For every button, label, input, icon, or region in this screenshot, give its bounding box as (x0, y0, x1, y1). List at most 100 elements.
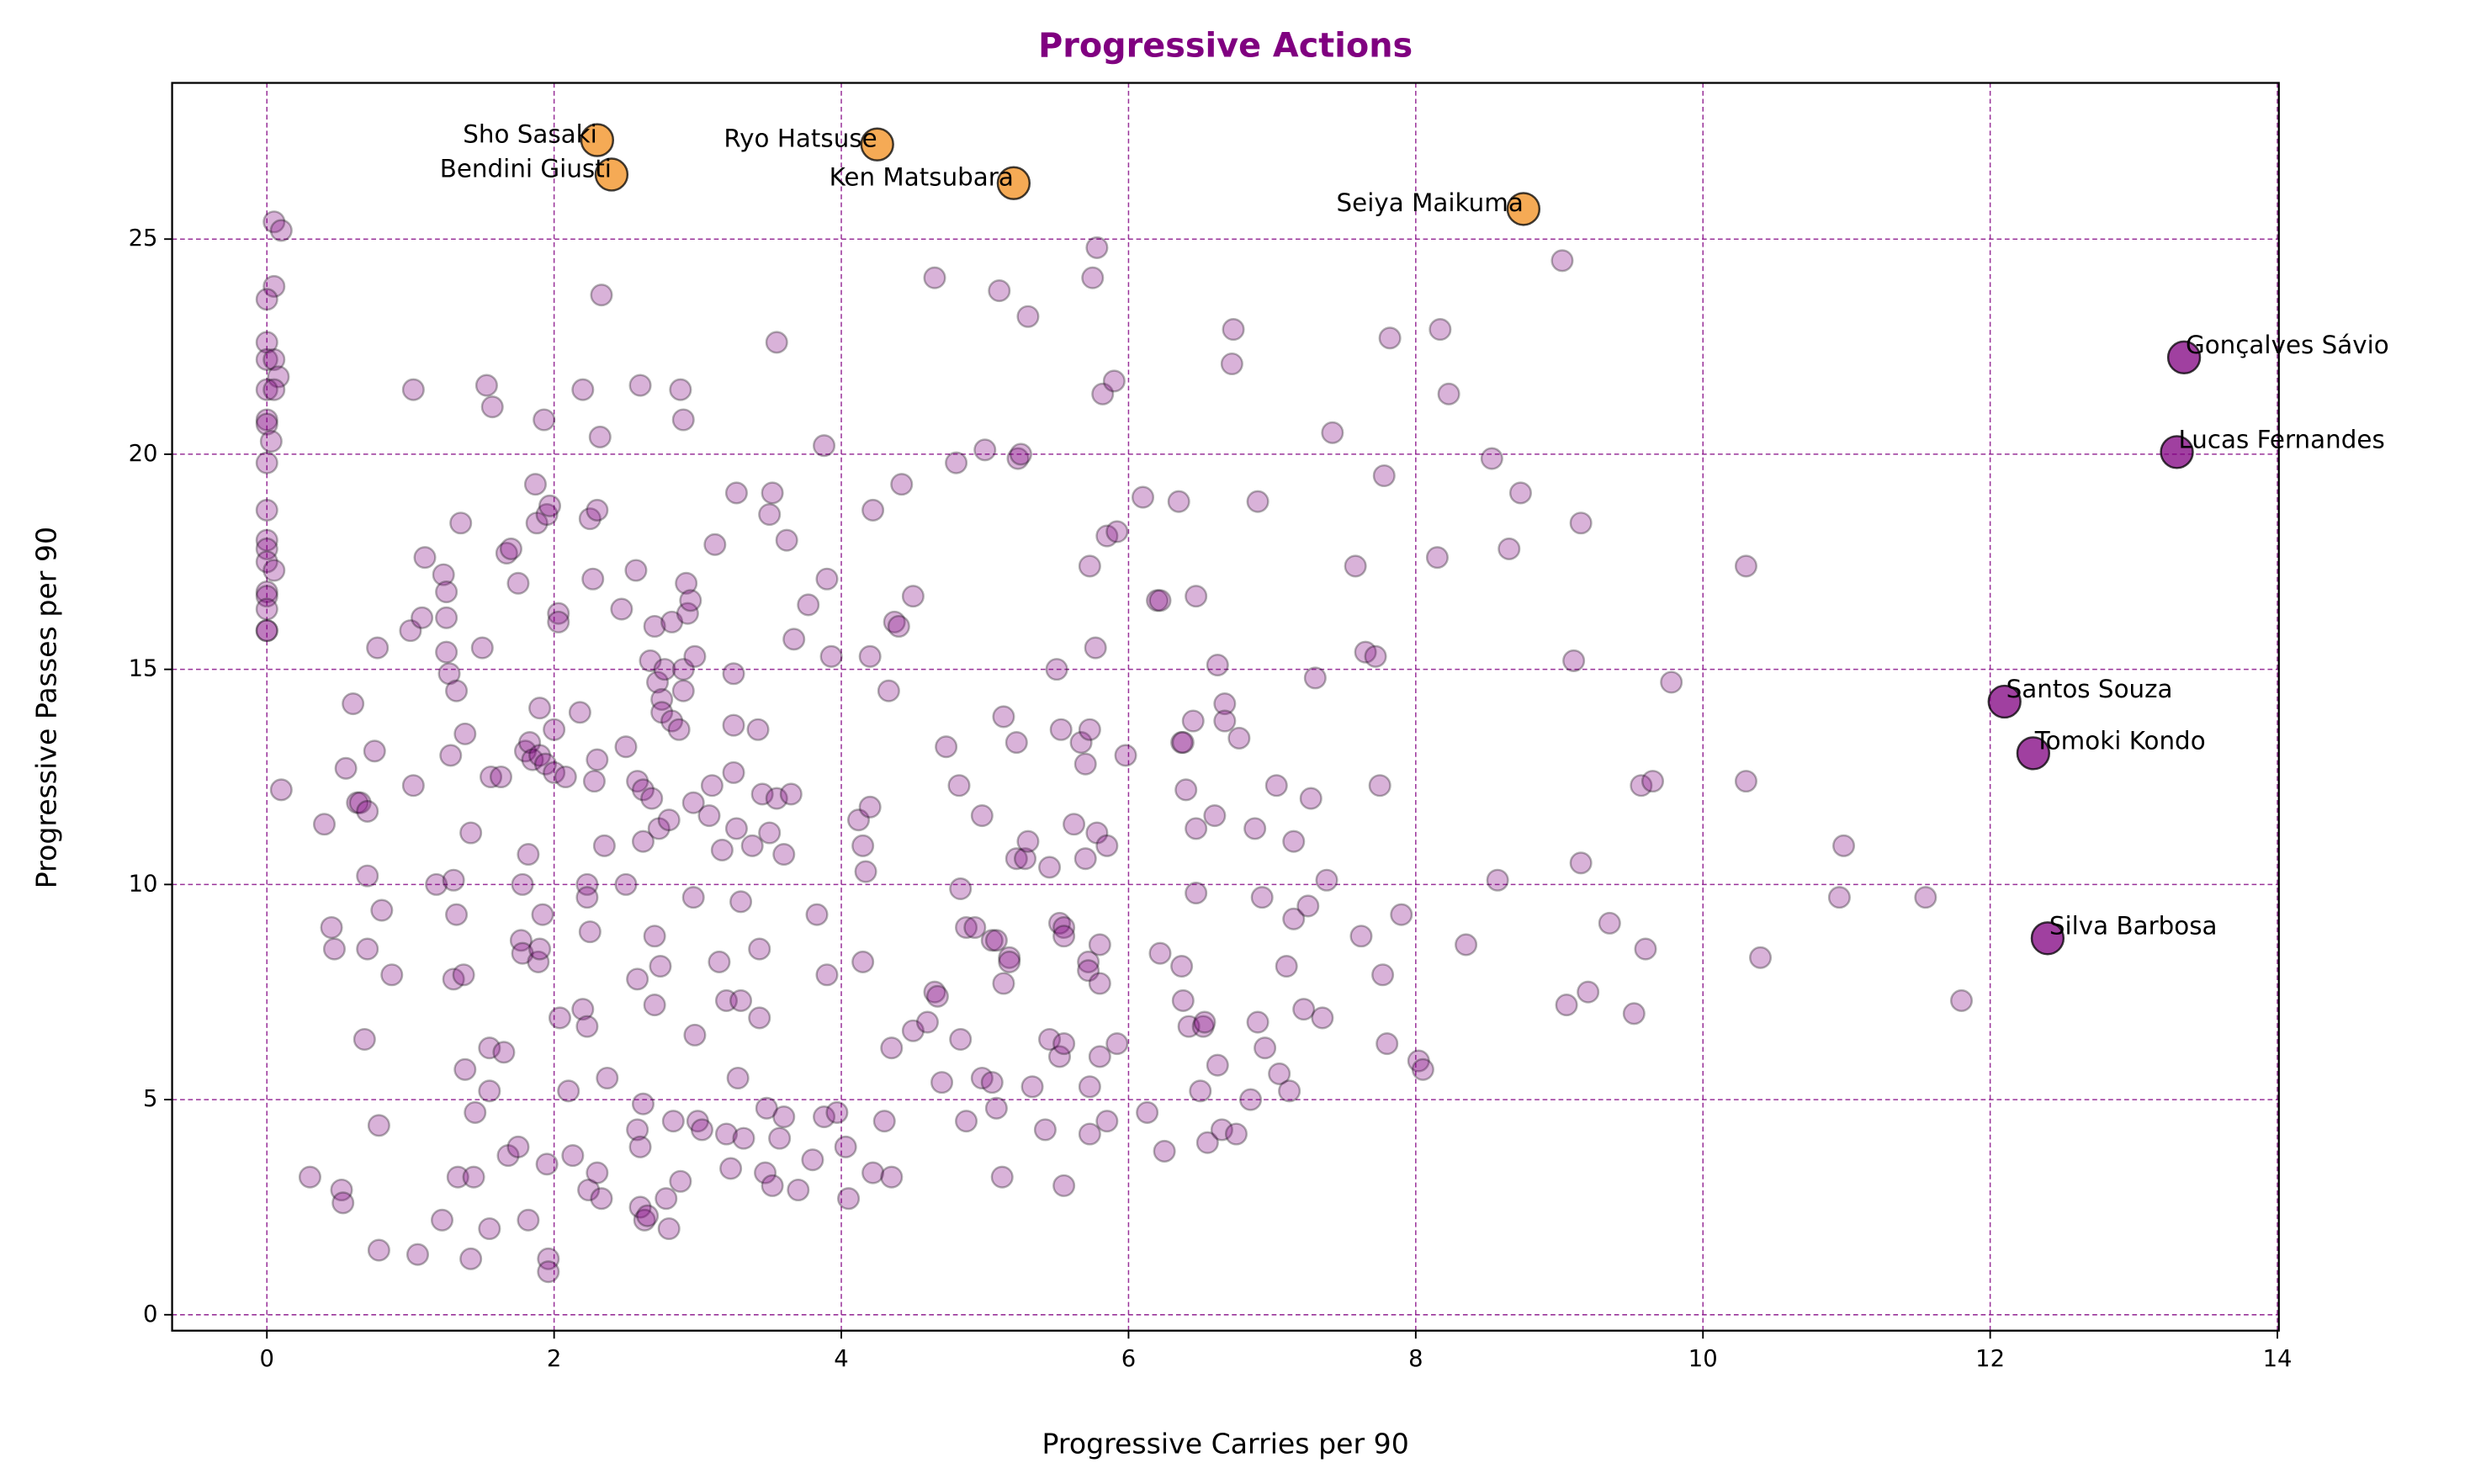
point (1191, 1015, 1215, 1038)
point (575, 886, 599, 909)
point-label: Gonçalves Sávio (2186, 331, 2389, 359)
point (686, 1110, 709, 1133)
point (262, 559, 286, 582)
point (255, 288, 278, 311)
point (1275, 954, 1298, 978)
point (1425, 546, 1449, 570)
point (1748, 946, 1773, 969)
point (1497, 537, 1521, 560)
point (1105, 520, 1129, 543)
point (528, 697, 552, 720)
point (980, 929, 1004, 952)
point (984, 1096, 1008, 1120)
point (660, 709, 684, 733)
point (430, 1208, 454, 1232)
point (1315, 868, 1338, 892)
point (669, 378, 692, 401)
point (1193, 1010, 1216, 1034)
point (590, 1187, 613, 1211)
point (561, 1144, 585, 1168)
point (259, 430, 283, 453)
point (746, 718, 770, 741)
point (1299, 787, 1323, 810)
point (779, 782, 803, 806)
point (586, 1161, 609, 1185)
point (679, 589, 702, 612)
point (643, 614, 666, 639)
point (990, 1165, 1014, 1189)
point (628, 1195, 652, 1219)
point (772, 843, 796, 867)
point (1136, 1100, 1159, 1124)
point (538, 494, 562, 517)
plot-frame (171, 82, 2280, 1332)
point (860, 127, 894, 162)
point (1077, 950, 1100, 973)
point (923, 980, 946, 1004)
point (586, 748, 609, 771)
point (1105, 1032, 1129, 1056)
point (1206, 1053, 1229, 1077)
point (1078, 1075, 1101, 1099)
point (509, 929, 533, 952)
point (724, 817, 748, 840)
point (1246, 490, 1270, 513)
point (1073, 752, 1097, 776)
point (1250, 886, 1274, 909)
point (588, 425, 612, 449)
point (543, 761, 566, 784)
point (1222, 318, 1245, 342)
point (787, 1178, 810, 1202)
point (1562, 649, 1586, 672)
point (255, 585, 278, 608)
y-tick-label: 20 (129, 441, 158, 467)
point (846, 808, 871, 832)
point (1203, 803, 1227, 828)
point (533, 752, 557, 776)
point (1238, 1088, 1263, 1111)
point (1038, 856, 1062, 879)
point (797, 593, 820, 617)
point (557, 1079, 580, 1103)
point (1569, 511, 1593, 535)
point (1004, 847, 1028, 871)
point (1085, 821, 1109, 845)
point (255, 580, 278, 604)
x-tick-label: 10 (1688, 1346, 1718, 1372)
point (1555, 994, 1578, 1017)
point (714, 1122, 739, 1146)
point (1734, 554, 1757, 578)
point (568, 701, 591, 724)
point (1189, 1079, 1212, 1103)
point (1411, 1057, 1434, 1081)
point (813, 434, 836, 458)
point (1278, 1079, 1301, 1103)
point (631, 829, 655, 853)
point (453, 722, 477, 745)
point (614, 735, 638, 759)
point (1227, 726, 1251, 750)
point (1577, 980, 1600, 1004)
point (255, 597, 278, 621)
point (1081, 266, 1105, 289)
point (650, 687, 674, 711)
point (312, 813, 337, 836)
point (1170, 731, 1194, 755)
point (1088, 933, 1111, 957)
point (356, 799, 379, 823)
point (1020, 1075, 1044, 1099)
point (1311, 1006, 1334, 1030)
point (1206, 653, 1229, 677)
point (750, 782, 774, 806)
point (710, 838, 734, 861)
point (714, 988, 739, 1012)
point (445, 903, 469, 926)
point (1508, 481, 1532, 505)
point (671, 408, 695, 432)
point (631, 1092, 655, 1116)
point (660, 610, 684, 633)
point (298, 1165, 321, 1189)
point (949, 1027, 973, 1052)
